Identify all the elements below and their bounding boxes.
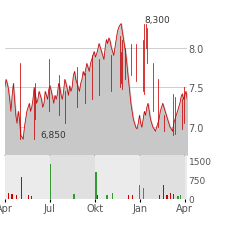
Bar	[97, 196, 98, 199]
Bar	[132, 195, 133, 199]
Bar	[95, 172, 97, 199]
Bar	[12, 194, 13, 199]
Text: 6,850: 6,850	[40, 131, 66, 140]
Bar	[5, 155, 50, 199]
Bar	[50, 164, 51, 199]
Bar	[16, 195, 17, 199]
Bar	[21, 177, 22, 199]
Bar	[173, 194, 174, 199]
Bar	[163, 185, 164, 199]
Bar	[180, 196, 181, 199]
Bar	[177, 196, 179, 199]
Bar	[185, 155, 187, 199]
Bar	[139, 185, 140, 199]
Bar	[143, 188, 144, 199]
Bar	[73, 194, 75, 199]
Bar	[31, 196, 32, 199]
Bar	[170, 194, 171, 199]
Bar	[167, 195, 168, 199]
Bar	[128, 195, 129, 199]
Bar	[159, 196, 161, 199]
Bar	[8, 193, 9, 199]
Bar	[28, 195, 29, 199]
Bar	[106, 196, 108, 199]
Text: 8,300: 8,300	[144, 15, 170, 24]
Bar	[95, 155, 140, 199]
Bar	[112, 194, 113, 199]
